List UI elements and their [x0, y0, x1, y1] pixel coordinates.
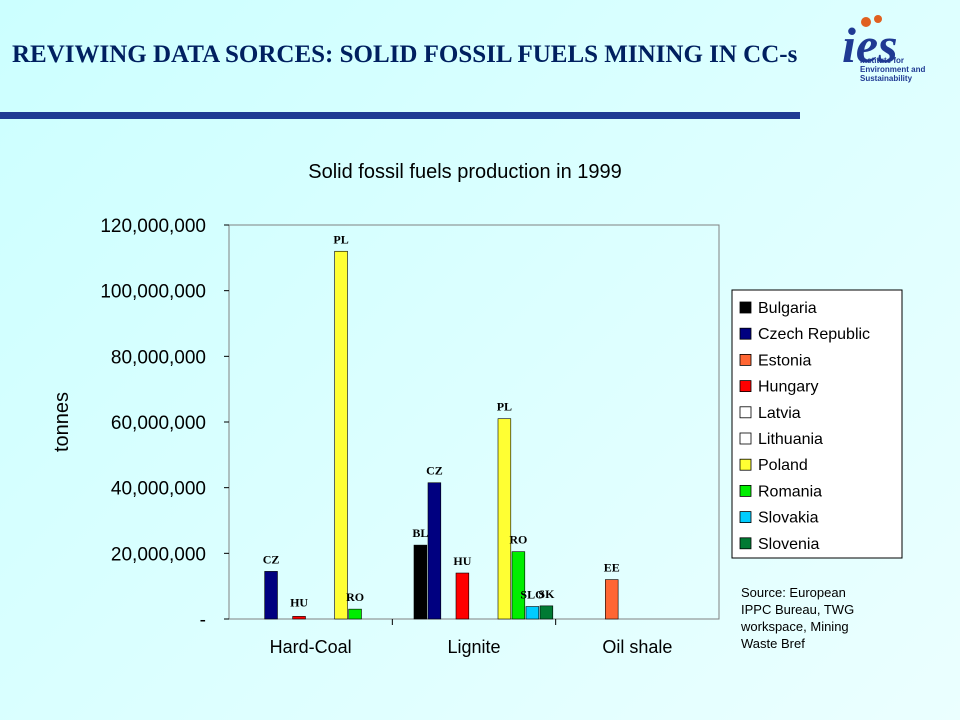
source-note-line: workspace, Mining — [741, 619, 849, 634]
legend-swatch — [739, 432, 752, 445]
legend-entry: Bulgaria — [758, 300, 817, 317]
bar — [511, 551, 526, 620]
data-label: SK — [538, 587, 555, 601]
data-label: CZ — [263, 552, 280, 566]
ies-logo-dot-icon — [861, 17, 871, 27]
slide-title: REVIWING DATA SORCES: SOLID FOSSIL FUELS… — [12, 41, 798, 68]
bar — [455, 572, 470, 620]
x-tick-label: Oil shale — [602, 637, 672, 657]
bar — [605, 579, 619, 620]
bar — [525, 606, 540, 620]
data-label: EE — [604, 561, 620, 575]
legend-swatch — [739, 484, 752, 497]
bar — [348, 608, 362, 620]
ies-logo-tagline-line: Sustainability — [860, 74, 913, 83]
ies-logo-tagline-line: Institute for — [860, 56, 904, 65]
ies-logo-text: ies — [842, 17, 898, 73]
legend-entry: Czech Republic — [758, 326, 870, 343]
source-note-line: Waste Bref — [741, 636, 805, 651]
data-label: PL — [497, 400, 512, 414]
y-tick-label: 100,000,000 — [100, 282, 206, 303]
legend-entry: Slovenia — [758, 536, 819, 553]
bar — [427, 482, 442, 620]
title-underline — [0, 112, 800, 119]
data-label: RO — [509, 533, 527, 547]
legend-entry: Poland — [758, 457, 808, 474]
bar — [334, 250, 348, 620]
y-tick-label: 120,000,000 — [100, 216, 206, 237]
chart-title: Solid fossil fuels production in 1999 — [308, 161, 622, 183]
legend — [731, 289, 903, 559]
bar — [539, 605, 554, 620]
data-label: HU — [290, 595, 308, 609]
ies-logo-dot-icon — [874, 15, 882, 23]
legend-swatch — [739, 537, 752, 550]
y-tick-label: 60,000,000 — [111, 413, 206, 434]
y-tick-label: 80,000,000 — [111, 347, 206, 368]
source-note: Source: European IPPC Bureau, TWG workspac… — [741, 584, 901, 652]
data-label: BL — [412, 526, 428, 540]
data-label: HU — [453, 554, 471, 568]
x-tick-label: Hard-Coal — [270, 637, 352, 657]
data-label: PL — [333, 232, 348, 246]
x-tick-label: Lignite — [447, 637, 500, 657]
y-tick-label: 20,000,000 — [111, 544, 206, 565]
source-note-line: IPPC Bureau, TWG — [741, 602, 855, 617]
legend-entry: Hungary — [758, 379, 818, 396]
legend-swatch — [739, 511, 752, 524]
data-label: CZ — [426, 464, 443, 478]
legend-entry: Romania — [758, 483, 822, 500]
y-tick-label: 40,000,000 — [111, 479, 206, 500]
ies-logo: ies — [842, 15, 898, 73]
legend-swatch — [739, 406, 752, 419]
ies-logo-tagline-line: Environment and — [860, 65, 926, 74]
y-axis-label: tonnes — [51, 392, 73, 452]
legend-entry: Lithuania — [758, 431, 823, 448]
data-label: RO — [346, 590, 364, 604]
bar — [413, 544, 428, 620]
bar — [264, 571, 278, 620]
ies-logo-tagline: Institute for Environment and Sustainabi… — [860, 56, 960, 83]
y-tick-label: - — [200, 610, 206, 631]
bar — [497, 418, 512, 620]
legend-swatch — [739, 458, 752, 471]
legend-entry: Slovakia — [758, 510, 819, 527]
legend-swatch — [739, 380, 752, 393]
data-label: SLO — [520, 588, 544, 602]
source-note-line: Source: European — [741, 585, 846, 600]
plot-area — [228, 224, 720, 620]
legend-entry: Estonia — [758, 352, 811, 369]
legend-swatch — [739, 327, 752, 340]
legend-swatch — [739, 353, 752, 366]
legend-swatch — [739, 301, 752, 314]
bar — [292, 616, 306, 620]
legend-entry: Latvia — [758, 405, 801, 422]
